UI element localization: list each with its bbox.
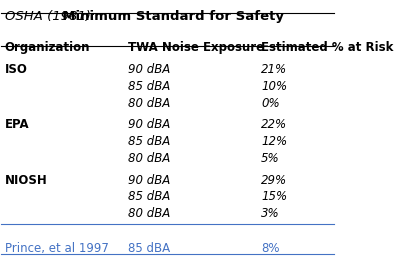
Text: 12%: 12% (261, 135, 287, 148)
Text: Minimum Standard for Safety: Minimum Standard for Safety (53, 10, 284, 23)
Text: Organization: Organization (5, 41, 90, 54)
Text: 85 dBA: 85 dBA (128, 80, 170, 93)
Text: 5%: 5% (261, 152, 280, 165)
Text: Prince, et al 1997: Prince, et al 1997 (5, 242, 108, 255)
Text: 22%: 22% (261, 118, 287, 131)
Text: 85 dBA: 85 dBA (128, 242, 170, 255)
Text: OSHA (1981):: OSHA (1981): (5, 10, 95, 23)
Text: Estimated % at Risk: Estimated % at Risk (261, 41, 394, 54)
Text: 80 dBA: 80 dBA (128, 96, 170, 109)
Text: 85 dBA: 85 dBA (128, 135, 170, 148)
Text: 90 dBA: 90 dBA (128, 63, 170, 76)
Text: TWA Noise Exposure: TWA Noise Exposure (128, 41, 264, 54)
Text: EPA: EPA (5, 118, 29, 131)
Text: ISO: ISO (5, 63, 28, 76)
Text: 85 dBA: 85 dBA (128, 190, 170, 203)
Text: 90 dBA: 90 dBA (128, 118, 170, 131)
Text: 0%: 0% (261, 96, 280, 109)
Text: 80 dBA: 80 dBA (128, 207, 170, 220)
Text: 10%: 10% (261, 80, 287, 93)
Text: 80 dBA: 80 dBA (128, 152, 170, 165)
Text: 29%: 29% (261, 174, 287, 187)
Text: 90 dBA: 90 dBA (128, 174, 170, 187)
Text: 8%: 8% (261, 242, 280, 255)
Text: NIOSH: NIOSH (5, 174, 48, 187)
Text: 3%: 3% (261, 207, 280, 220)
Text: 21%: 21% (261, 63, 287, 76)
Text: 15%: 15% (261, 190, 287, 203)
